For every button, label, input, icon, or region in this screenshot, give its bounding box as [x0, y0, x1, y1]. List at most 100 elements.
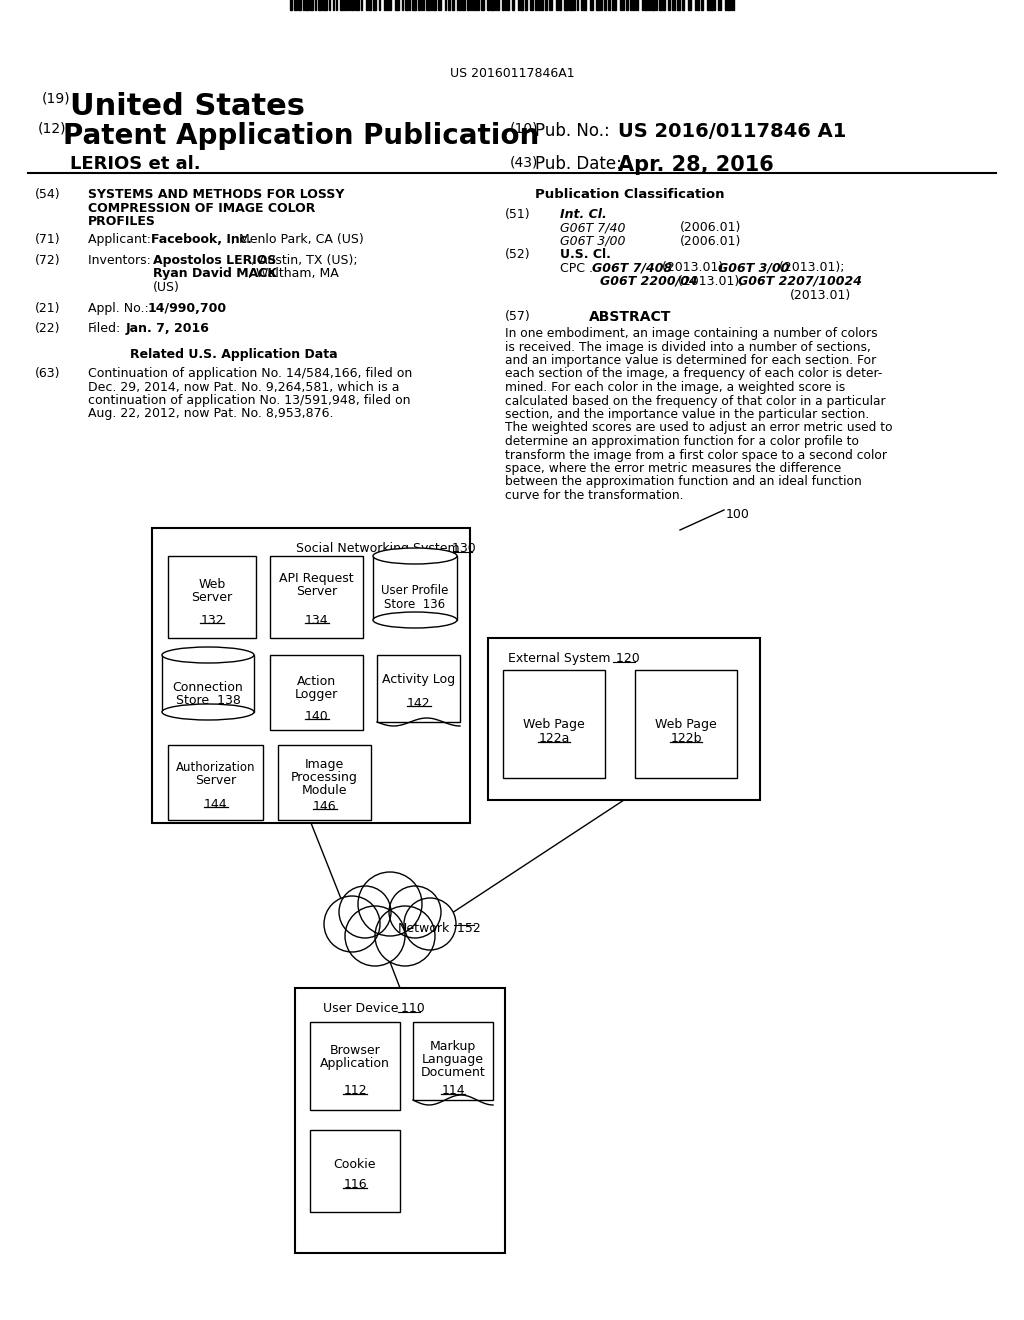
Text: COMPRESSION OF IMAGE COLOR: COMPRESSION OF IMAGE COLOR — [88, 202, 315, 214]
Text: API Request: API Request — [280, 572, 354, 585]
Text: 122a: 122a — [539, 733, 569, 744]
Text: (71): (71) — [35, 234, 60, 246]
Bar — [369, 0, 371, 11]
Text: Image: Image — [305, 758, 344, 771]
Text: (22): (22) — [35, 322, 60, 335]
Text: US 2016/0117846 A1: US 2016/0117846 A1 — [618, 121, 847, 141]
Text: section, and the importance value in the particular section.: section, and the importance value in the… — [505, 408, 869, 421]
Bar — [377, 655, 460, 722]
Bar — [168, 744, 263, 820]
Circle shape — [324, 896, 380, 952]
Text: Apostolos LERIOS: Apostolos LERIOS — [153, 253, 276, 267]
Text: CPC .: CPC . — [560, 261, 597, 275]
Bar — [620, 0, 622, 11]
Text: Browser: Browser — [330, 1044, 380, 1057]
Text: Processing: Processing — [291, 771, 358, 784]
Text: Web Page: Web Page — [523, 718, 585, 731]
Bar — [373, 0, 376, 11]
Text: The weighted scores are used to adjust an error metric used to: The weighted scores are used to adjust a… — [505, 421, 893, 434]
Text: is received. The image is divided into a number of sections,: is received. The image is divided into a… — [505, 341, 870, 354]
Bar — [490, 0, 494, 11]
Text: Network: Network — [398, 923, 451, 936]
Bar — [487, 0, 489, 11]
Bar — [426, 0, 430, 11]
Text: PROFILES: PROFILES — [88, 215, 156, 228]
Text: Server: Server — [296, 585, 337, 598]
Text: 134: 134 — [305, 614, 329, 627]
Bar — [644, 0, 647, 11]
Text: (57): (57) — [505, 310, 530, 323]
Bar — [310, 0, 313, 11]
Text: Store  138: Store 138 — [175, 694, 241, 708]
Bar — [507, 0, 509, 11]
Ellipse shape — [162, 704, 254, 719]
Text: , Menlo Park, CA (US): , Menlo Park, CA (US) — [231, 234, 364, 246]
Text: Related U.S. Application Data: Related U.S. Application Data — [130, 348, 338, 360]
Text: , Austin, TX (US);: , Austin, TX (US); — [251, 253, 357, 267]
Bar — [278, 744, 371, 820]
Bar — [418, 0, 420, 11]
Bar — [520, 0, 523, 11]
Text: (2006.01): (2006.01) — [680, 222, 741, 235]
Bar — [525, 0, 527, 11]
Text: 100: 100 — [726, 508, 750, 521]
Bar — [608, 0, 610, 11]
Bar — [384, 0, 386, 11]
Text: Pub. No.:: Pub. No.: — [535, 121, 609, 140]
Bar — [162, 655, 254, 711]
Text: 152: 152 — [453, 923, 480, 936]
Bar — [481, 0, 484, 11]
Circle shape — [339, 886, 391, 939]
Text: calculated based on the frequency of that color in a particular: calculated based on the frequency of tha… — [505, 395, 886, 408]
Ellipse shape — [373, 612, 457, 628]
Bar — [340, 0, 343, 11]
Ellipse shape — [373, 548, 457, 564]
Text: Activity Log: Activity Log — [382, 673, 455, 686]
Text: 146: 146 — [312, 800, 336, 813]
Bar — [556, 0, 558, 11]
Bar — [626, 0, 628, 11]
Text: (51): (51) — [505, 209, 530, 220]
Text: Continuation of application No. 14/584,166, filed on: Continuation of application No. 14/584,1… — [88, 367, 413, 380]
Bar — [668, 0, 670, 11]
Text: (2006.01): (2006.01) — [680, 235, 741, 248]
Text: Facebook, Inc.: Facebook, Inc. — [151, 234, 252, 246]
Text: Web Page: Web Page — [655, 718, 717, 731]
Circle shape — [358, 873, 422, 936]
Text: 142: 142 — [407, 697, 430, 710]
Bar — [590, 0, 593, 11]
Text: (2013.01);: (2013.01); — [658, 261, 731, 275]
Text: 120: 120 — [612, 652, 640, 665]
Text: (54): (54) — [35, 187, 60, 201]
Text: determine an approximation function for a color profile to: determine an approximation function for … — [505, 436, 859, 447]
Bar — [412, 0, 416, 11]
Text: Pub. Date:: Pub. Date: — [535, 154, 622, 173]
Bar — [503, 671, 605, 777]
Text: , Waltham, MA: , Waltham, MA — [248, 268, 339, 281]
Bar — [344, 0, 346, 11]
Bar — [632, 0, 634, 11]
Text: (19): (19) — [42, 92, 71, 106]
Text: (21): (21) — [35, 302, 60, 315]
Bar — [433, 0, 436, 11]
Text: G06T 7/40: G06T 7/40 — [560, 222, 626, 235]
Text: (2013.01);: (2013.01); — [674, 275, 748, 288]
Text: G06T 3/00: G06T 3/00 — [718, 261, 790, 275]
Bar — [538, 0, 540, 11]
Text: 140: 140 — [304, 710, 329, 723]
Text: Dec. 29, 2014, now Pat. No. 9,264,581, which is a: Dec. 29, 2014, now Pat. No. 9,264,581, w… — [88, 380, 399, 393]
Text: G06T 3/00: G06T 3/00 — [560, 235, 626, 248]
Bar — [168, 556, 256, 638]
Text: In one embodiment, an image containing a number of colors: In one embodiment, an image containing a… — [505, 327, 878, 341]
Text: between the approximation function and an ideal function: between the approximation function and a… — [505, 475, 862, 488]
Text: Apr. 28, 2016: Apr. 28, 2016 — [618, 154, 774, 176]
Bar — [709, 0, 713, 11]
Bar — [569, 0, 573, 11]
Bar — [648, 0, 650, 11]
Bar — [298, 0, 301, 11]
Circle shape — [389, 886, 441, 939]
Bar — [564, 0, 568, 11]
Text: Server: Server — [191, 591, 232, 605]
Text: Aug. 22, 2012, now Pat. No. 8,953,876.: Aug. 22, 2012, now Pat. No. 8,953,876. — [88, 408, 334, 421]
Text: 116: 116 — [343, 1177, 367, 1191]
